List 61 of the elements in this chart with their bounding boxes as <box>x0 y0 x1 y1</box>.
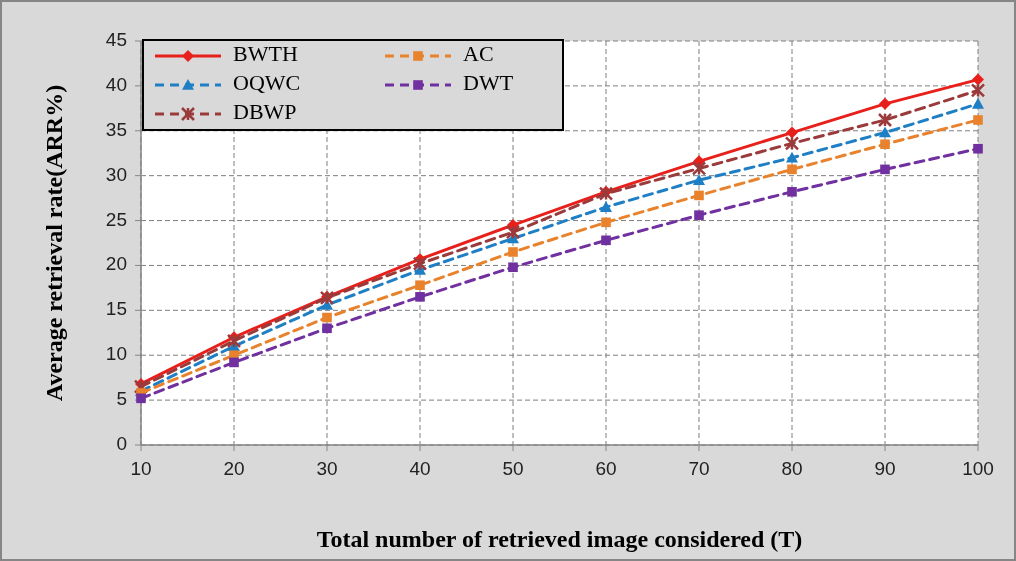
y-tick-label: 10 <box>105 343 127 365</box>
point <box>880 139 890 150</box>
x-tick-label: 50 <box>502 458 524 479</box>
point <box>693 174 705 185</box>
point <box>970 83 986 98</box>
y-axis-title: Average retrieval rate(ARR%) <box>41 84 67 402</box>
point <box>786 151 798 163</box>
y-tick-label: 20 <box>105 253 127 275</box>
point <box>508 247 518 257</box>
y-tick-label: 35 <box>105 118 127 140</box>
y-tick-label: 5 <box>116 388 127 410</box>
point <box>694 190 704 201</box>
point <box>412 256 428 271</box>
point <box>415 280 425 290</box>
point <box>601 235 611 246</box>
point <box>322 312 332 323</box>
point <box>505 224 521 240</box>
point <box>508 262 518 273</box>
point <box>973 115 983 125</box>
point <box>601 217 611 228</box>
point <box>136 393 146 404</box>
point <box>229 357 239 368</box>
point <box>879 97 891 110</box>
point <box>877 112 893 128</box>
x-tick-label: 100 <box>962 458 994 479</box>
point <box>133 379 149 394</box>
y-tick-label: 0 <box>116 433 127 455</box>
y-tick-label: 25 <box>105 208 127 230</box>
legend-label: DBWP <box>233 99 297 125</box>
x-axis-title: Total number of retrieved image considered (T) <box>316 526 803 552</box>
y-tick-label: 40 <box>105 73 127 95</box>
x-tick-label: 10 <box>130 458 152 479</box>
y-tick-label: 30 <box>105 163 127 185</box>
point <box>972 73 984 86</box>
point <box>787 187 797 197</box>
point <box>972 97 984 109</box>
point <box>691 161 707 176</box>
point <box>784 136 800 151</box>
x-tick-label: 30 <box>316 458 338 479</box>
point <box>226 333 242 349</box>
legend-label: AC <box>463 41 494 67</box>
x-tick-label: 20 <box>223 458 245 479</box>
point <box>600 201 612 212</box>
legend-label: DWT <box>463 70 514 96</box>
x-tick-label: 60 <box>595 458 617 479</box>
point <box>694 210 704 220</box>
x-tick-label: 80 <box>781 458 803 479</box>
y-tick-label: 15 <box>105 298 127 320</box>
point <box>879 126 891 138</box>
x-tick-label: 40 <box>409 458 431 479</box>
point <box>786 126 798 139</box>
legend-label: OQWC <box>233 70 301 96</box>
point <box>322 323 332 334</box>
point <box>787 164 797 175</box>
point <box>880 164 890 175</box>
legend-label: BWTH <box>233 41 298 67</box>
y-tick-label: 45 <box>105 29 127 51</box>
point <box>973 143 983 154</box>
x-tick-label: 90 <box>874 458 896 479</box>
x-tick-label: 70 <box>688 458 710 479</box>
point <box>415 292 425 302</box>
